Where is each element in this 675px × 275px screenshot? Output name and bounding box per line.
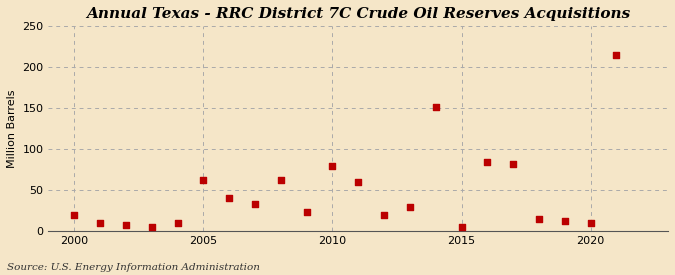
Point [275,178,286,183]
Point [611,53,622,57]
Point [560,218,570,223]
Point [69,213,80,217]
Point [379,213,389,217]
Text: Source: U.S. Energy Information Administration: Source: U.S. Energy Information Administ… [7,263,260,272]
Point [146,225,157,229]
Point [353,180,364,184]
Point [327,163,338,168]
Point [482,159,493,164]
Point [456,225,467,229]
Point [121,222,132,227]
Point [198,177,209,182]
Y-axis label: Million Barrels: Million Barrels [7,89,17,168]
Point [172,221,183,225]
Point [404,204,415,209]
Title: Annual Texas - RRC District 7C Crude Oil Reserves Acquisitions: Annual Texas - RRC District 7C Crude Oil… [86,7,630,21]
Point [95,221,105,225]
Point [301,210,312,214]
Point [508,162,518,166]
Point [585,221,596,225]
Point [224,196,235,200]
Point [250,202,261,206]
Point [431,104,441,109]
Point [533,217,544,221]
